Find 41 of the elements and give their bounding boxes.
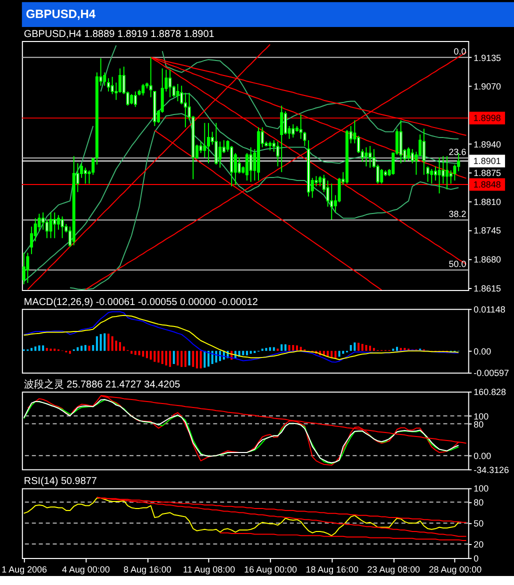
x-tick-label: 4 Aug 00:00 xyxy=(62,564,110,574)
annotation: 38.2 xyxy=(448,208,466,219)
annotation: 50.0 xyxy=(448,259,466,270)
chart-subtitle: GBPUSD,H4 1.8889 1.8919 1.8878 1.8901 xyxy=(24,28,215,40)
y-tick-label: 1.8745 xyxy=(474,226,502,236)
x-tick-label: 1 Aug 2006 xyxy=(2,564,48,574)
annotation: 23.6 xyxy=(448,146,466,157)
chart-title: GBPUSD,H4 xyxy=(26,7,96,22)
chart-title: MACD(12,26,9) -0.00061 -0.00055 0.00000 -0.00012 xyxy=(24,296,258,308)
x-tick-label: 28 Aug 00:00 xyxy=(428,564,482,574)
y-tick-label: 0.00 xyxy=(474,451,492,462)
y-tick-label: 100 xyxy=(474,484,489,494)
y-tick-label: 80 xyxy=(474,419,484,430)
x-tick-label: 11 Aug 08:00 xyxy=(182,564,236,574)
y-tick-label: 1.8615 xyxy=(474,283,502,294)
y-tick-label: 80 xyxy=(474,498,484,508)
y-tick-label: 100 xyxy=(474,411,489,422)
y-tick-label: 0 xyxy=(474,553,479,564)
y-tick-label: 1.8810 xyxy=(474,196,502,207)
y-tick-label: 1.9070 xyxy=(474,82,502,92)
y-tick-label: 20 xyxy=(474,539,484,550)
y-tick-label: 0.01148 xyxy=(474,304,506,314)
y-tick-label: 0.00 xyxy=(474,346,492,356)
ref-line-label: 1.8901 xyxy=(473,156,501,166)
ref-line-label: 1.8998 xyxy=(473,113,501,124)
chart-title: 波段之灵 25.7886 21.4727 34.4205 xyxy=(24,378,181,391)
x-tick-label: 18 Aug 16:00 xyxy=(306,564,359,574)
y-tick-label: -34.3126 xyxy=(474,464,510,475)
y-tick-label: -0.00597 xyxy=(474,368,510,378)
y-tick-label: 1.8680 xyxy=(474,254,502,264)
y-tick-label: 50 xyxy=(474,518,484,529)
x-tick-label: 16 Aug 00:00 xyxy=(244,564,297,574)
chart-title: RSI(14) 50.9877 xyxy=(24,476,98,488)
y-tick-label: 1.8875 xyxy=(474,168,502,178)
annotation: 0.0 xyxy=(454,46,466,56)
x-tick-label: 8 Aug 16:00 xyxy=(124,564,172,574)
y-tick-label: 1.8940 xyxy=(474,139,502,150)
x-tick-label: 23 Aug 08:00 xyxy=(367,564,420,574)
y-tick-label: 160.828 xyxy=(474,387,506,398)
y-tick-label: 1.9135 xyxy=(474,52,502,63)
ref-line-label: 1.8848 xyxy=(473,180,501,190)
